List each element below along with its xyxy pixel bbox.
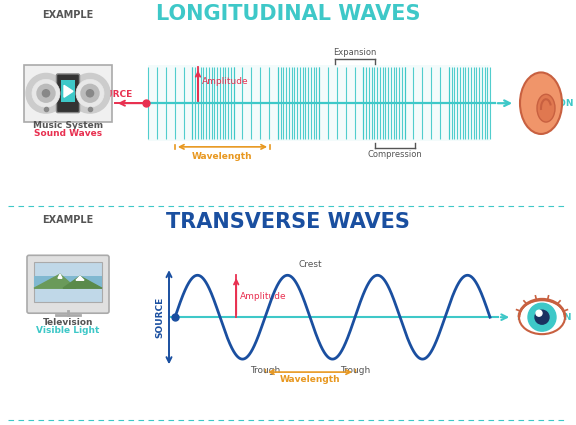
FancyBboxPatch shape (34, 262, 102, 302)
Text: SOURCE: SOURCE (155, 297, 164, 338)
Text: DIRECTION: DIRECTION (516, 313, 571, 322)
Text: Visible Light: Visible Light (36, 326, 100, 335)
Polygon shape (58, 274, 62, 278)
Text: Expansion: Expansion (334, 48, 377, 57)
Text: Amplitude: Amplitude (202, 77, 249, 86)
FancyBboxPatch shape (148, 65, 490, 141)
Text: SOURCE: SOURCE (92, 90, 133, 99)
Text: Music System: Music System (33, 121, 103, 130)
Circle shape (43, 90, 50, 97)
Text: EXAMPLE: EXAMPLE (43, 215, 94, 225)
FancyBboxPatch shape (61, 80, 75, 102)
Polygon shape (64, 85, 73, 97)
Text: Trough: Trough (340, 366, 370, 375)
Text: LONGITUDINAL WAVES: LONGITUDINAL WAVES (156, 4, 420, 24)
Ellipse shape (537, 94, 555, 122)
Polygon shape (34, 274, 76, 288)
Text: EXAMPLE: EXAMPLE (43, 10, 94, 20)
Text: Trough: Trough (250, 366, 280, 375)
Circle shape (536, 310, 542, 316)
Ellipse shape (519, 300, 565, 334)
Circle shape (76, 79, 104, 107)
FancyBboxPatch shape (34, 276, 102, 288)
Circle shape (37, 84, 55, 102)
Text: DIRECTION: DIRECTION (518, 99, 574, 108)
Circle shape (32, 79, 60, 107)
FancyBboxPatch shape (56, 74, 79, 113)
Text: Compression: Compression (367, 150, 422, 159)
Text: Wavelength: Wavelength (280, 375, 340, 384)
Circle shape (26, 74, 66, 113)
Polygon shape (63, 276, 102, 288)
Circle shape (528, 303, 556, 331)
Text: Crest: Crest (298, 260, 322, 269)
Text: Sound Waves: Sound Waves (34, 129, 102, 138)
Text: Wavelength: Wavelength (192, 152, 253, 161)
Circle shape (81, 84, 99, 102)
FancyBboxPatch shape (27, 255, 109, 313)
Text: Amplitude: Amplitude (240, 292, 287, 301)
Circle shape (70, 74, 110, 113)
Circle shape (86, 90, 93, 97)
FancyBboxPatch shape (24, 65, 112, 122)
Circle shape (535, 310, 549, 324)
Ellipse shape (520, 72, 562, 134)
Polygon shape (76, 276, 84, 280)
Text: TRANSVERSE WAVES: TRANSVERSE WAVES (166, 212, 410, 232)
Text: Television: Television (43, 318, 93, 327)
